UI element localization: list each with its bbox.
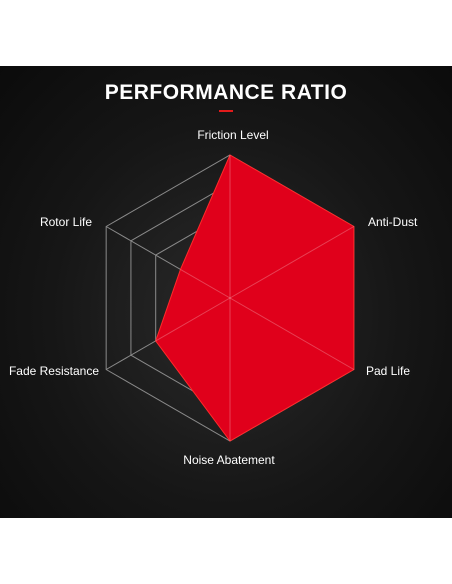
series-spoke — [229, 226, 355, 299]
series-spoke — [180, 268, 231, 299]
axis-label-fade-resistance: Fade Resistance — [9, 364, 99, 378]
radar-series — [155, 154, 355, 442]
chart-title: PERFORMANCE RATIO — [104, 81, 348, 104]
axis-label-rotor-life: Rotor Life — [40, 215, 92, 229]
series-spoke — [155, 297, 231, 342]
series-spoke — [229, 297, 355, 370]
axis-label-anti-dust: Anti-Dust — [368, 215, 418, 229]
axis-label-noise-abatement: Noise Abatement — [183, 453, 275, 467]
axis-label-pad-life: Pad Life — [366, 364, 410, 378]
axis-labels: Friction Level Anti-Dust Pad Life Noise Aba… — [9, 128, 418, 467]
series-area — [155, 154, 355, 442]
axis-label-friction-level: Friction Level — [197, 128, 268, 142]
title-accent-line — [219, 110, 233, 112]
